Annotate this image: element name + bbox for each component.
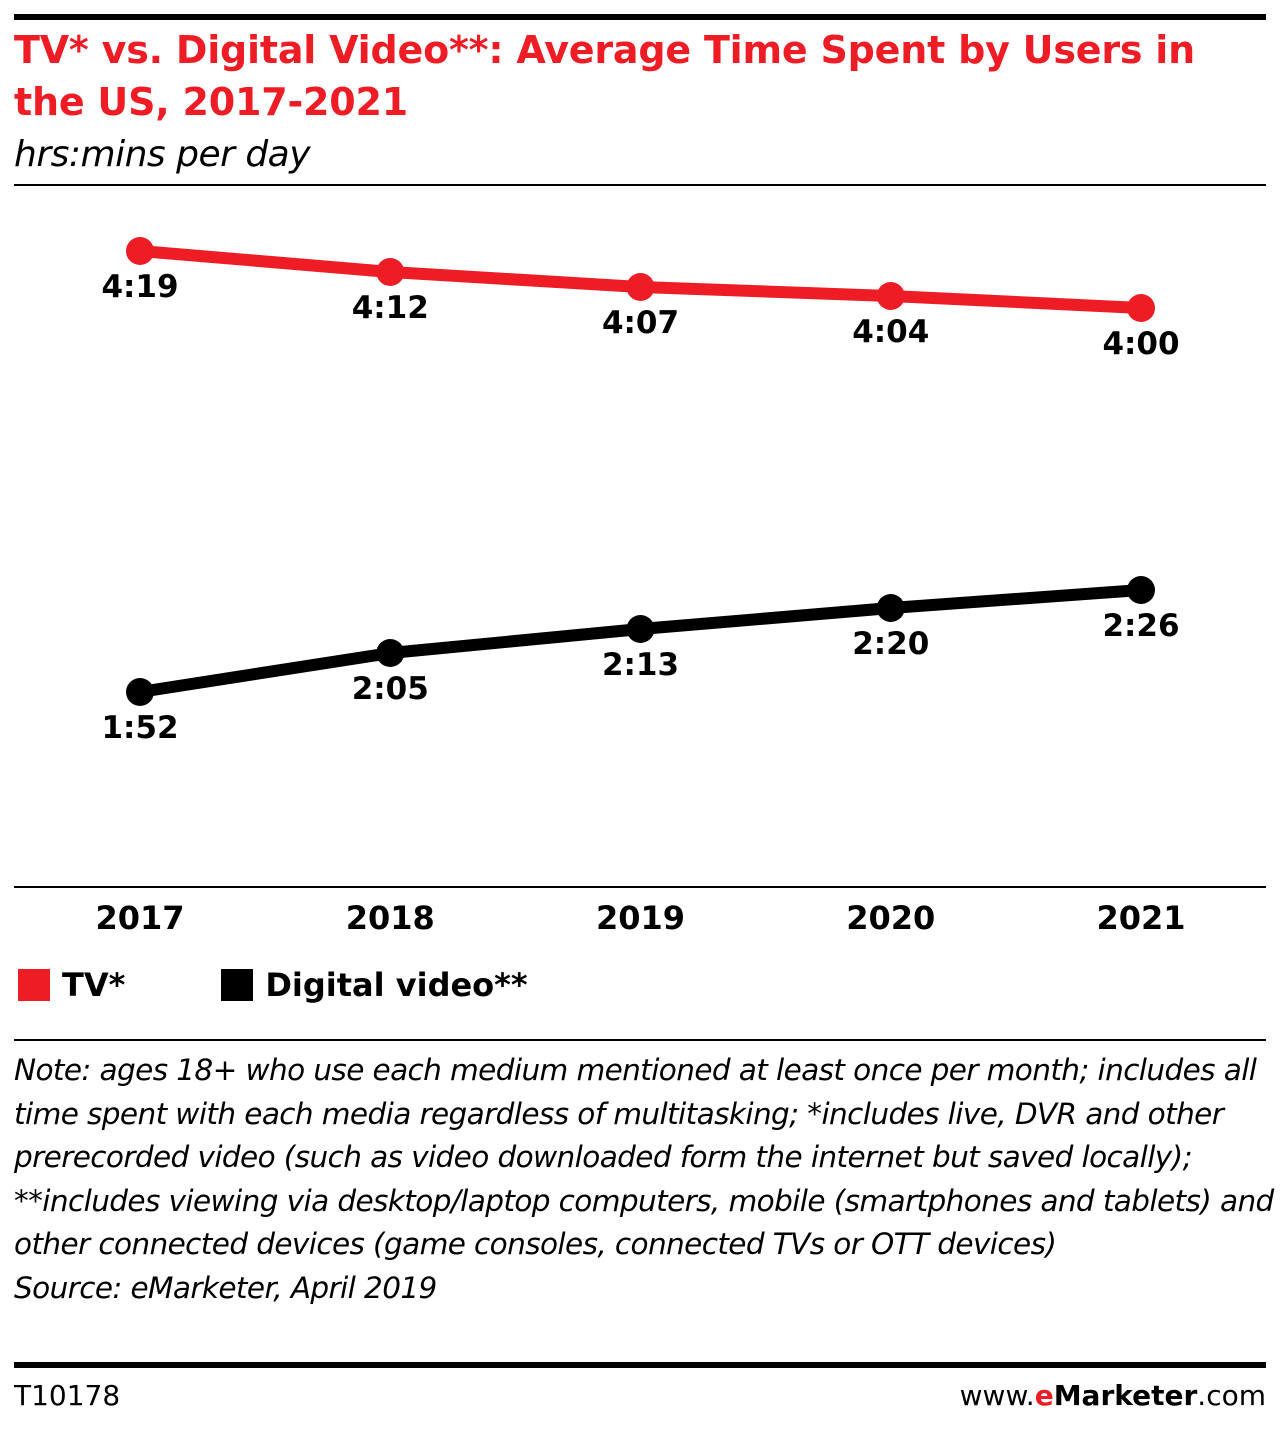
- brand-marketer: Marketer: [1053, 1379, 1198, 1412]
- data-point[interactable]: [876, 594, 905, 622]
- data-point[interactable]: [626, 273, 655, 301]
- data-label: 4:00: [1102, 326, 1179, 362]
- legend-label-digital-video: Digital video**: [265, 966, 528, 1004]
- data-label: 1:52: [101, 710, 178, 746]
- header-rule: [14, 184, 1266, 186]
- x-tick-label: 2021: [1096, 899, 1185, 937]
- data-point[interactable]: [1127, 294, 1155, 322]
- chart-title: TV* vs. Digital Video**: Average Time Sp…: [14, 28, 1195, 124]
- data-label: 4:12: [352, 290, 429, 326]
- chart-subtitle: hrs:mins per day: [14, 134, 311, 175]
- legend-swatch-tv: [18, 969, 50, 1001]
- data-label: 4:07: [602, 305, 679, 341]
- data-label: 2:05: [352, 671, 429, 707]
- data-point[interactable]: [126, 678, 154, 706]
- footer-rule: [14, 1362, 1266, 1368]
- note-text: Note: ages 18+ who use each medium menti…: [14, 1053, 1274, 1261]
- brand-e: e: [1034, 1379, 1054, 1412]
- x-tick-label: 2020: [846, 899, 935, 937]
- brand-prefix: www.: [959, 1379, 1035, 1412]
- data-point[interactable]: [126, 237, 154, 265]
- data-label: 2:13: [602, 647, 679, 683]
- legend-item-digital-video: Digital video**: [221, 966, 528, 1004]
- data-label: 2:26: [1102, 608, 1179, 644]
- chart-id: T10178: [14, 1379, 121, 1412]
- chart-notes: Note: ages 18+ who use each medium menti…: [14, 1049, 1276, 1310]
- brand-suffix: .com: [1197, 1379, 1266, 1412]
- legend-label-tv: TV*: [62, 966, 126, 1004]
- notes-rule: [14, 1039, 1266, 1041]
- source-text: Source: eMarketer, April 2019: [14, 1270, 437, 1305]
- data-point[interactable]: [876, 282, 905, 310]
- x-tick-label: 2017: [95, 899, 184, 937]
- data-label: 2:20: [852, 626, 929, 662]
- legend: TV* Digital video**: [18, 962, 624, 1008]
- legend-item-tv: TV*: [18, 966, 125, 1004]
- x-tick-label: 2018: [346, 899, 435, 937]
- data-point[interactable]: [626, 615, 655, 643]
- data-label: 4:19: [101, 269, 178, 305]
- legend-swatch-digital-video: [221, 969, 254, 1001]
- data-point[interactable]: [376, 639, 405, 667]
- x-tick-label: 2019: [596, 899, 685, 937]
- data-point[interactable]: [1127, 576, 1155, 604]
- data-label: 4:04: [852, 314, 929, 350]
- brand-logo[interactable]: www.eMarketer.com: [960, 1378, 1266, 1414]
- top-rule: [14, 14, 1266, 20]
- data-point[interactable]: [376, 258, 405, 286]
